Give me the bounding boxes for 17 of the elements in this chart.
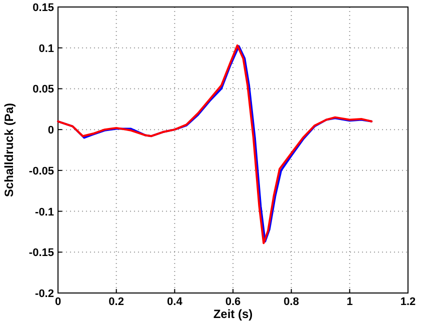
y-tick-label: 0.15	[32, 2, 54, 14]
x-tick-label: 0.4	[167, 296, 184, 308]
x-tick-label: 1.2	[400, 296, 416, 308]
x-tick-label: 0.2	[108, 296, 124, 308]
y-tick-label: -0.05	[28, 165, 54, 178]
y-tick-label: 0.1	[38, 42, 54, 55]
x-axis-title: Zeit (s)	[213, 307, 253, 321]
y-tick-label: -0.1	[35, 206, 54, 218]
y-tick-label: 0.05	[32, 84, 54, 96]
x-tick-label: 0.8	[284, 296, 299, 308]
y-tick-label: 0	[48, 124, 54, 137]
y-axis-title: Schalldruck (Pa)	[2, 102, 16, 198]
y-tick-label: -0.2	[35, 288, 54, 300]
x-tick-label: 1	[346, 296, 353, 308]
y-tick-label: -0.15	[28, 247, 54, 260]
x-tick-label: 0.6	[225, 296, 241, 308]
x-tick-label: 0	[54, 296, 62, 308]
